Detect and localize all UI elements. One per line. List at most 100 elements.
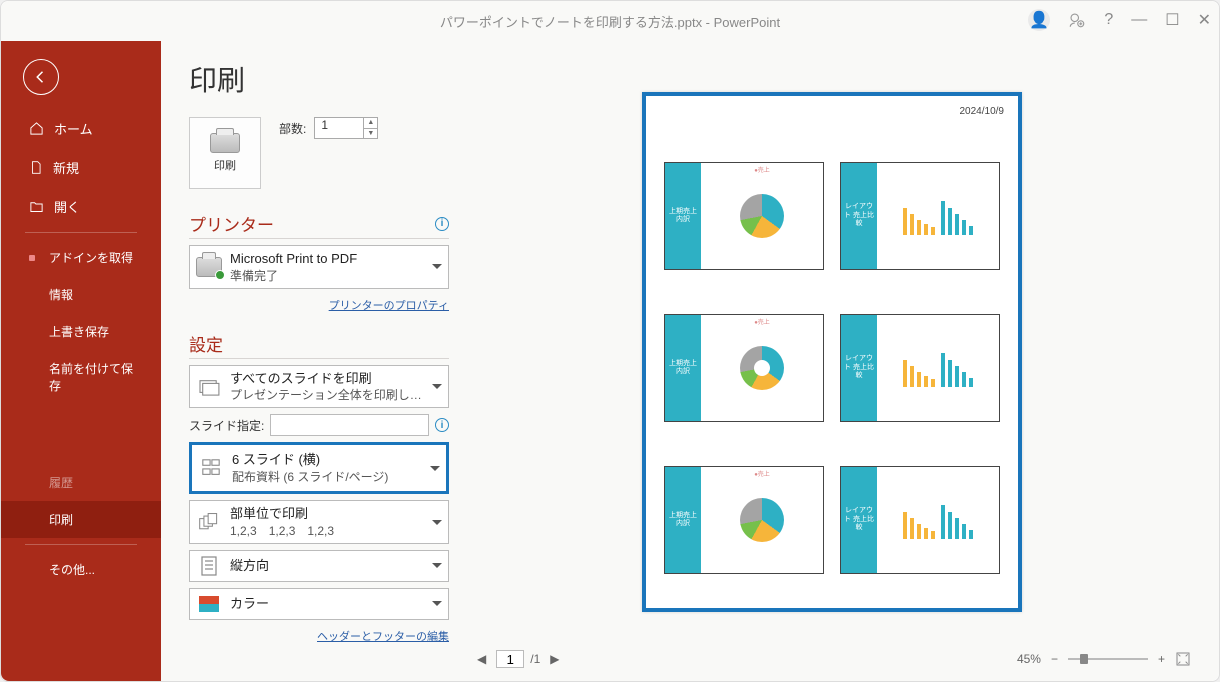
sidebar-open-label: 開く	[54, 197, 80, 216]
sidebar-item-new[interactable]: 新規	[1, 148, 161, 187]
printer-status: 準備完了	[230, 268, 424, 284]
sidebar-history-label: 履歴	[49, 474, 73, 491]
app-window: パワーポイントでノートを印刷する方法.pptx - PowerPoint 👤 ?…	[0, 0, 1220, 682]
chevron-down-icon	[432, 520, 442, 525]
orientation-dropdown[interactable]: 縦方向	[189, 550, 449, 582]
main-area: 印刷 印刷 部数: 1 ▲ ▼	[161, 41, 1219, 681]
zoom-out-button[interactable]: −	[1051, 652, 1058, 666]
sidebar-item-save[interactable]: 上書き保存	[1, 313, 161, 350]
print-action-row: 印刷 部数: 1 ▲ ▼	[189, 117, 449, 189]
slide-range-label: スライド指定:	[189, 417, 264, 434]
sidebar-save-label: 上書き保存	[49, 323, 109, 340]
window-title: パワーポイントでノートを印刷する方法.pptx - PowerPoint	[440, 12, 780, 31]
portrait-icon	[196, 555, 222, 577]
slide-thumb-5: 上期売上 内訳 ●売上	[664, 466, 824, 574]
open-icon	[29, 199, 44, 214]
new-icon	[29, 160, 43, 175]
sidebar-item-addin[interactable]: アドインを取得	[1, 239, 161, 276]
sidebar-item-other[interactable]: その他...	[1, 551, 161, 588]
copies-label: 部数:	[279, 120, 306, 137]
printer-section-header: プリンター i	[189, 211, 449, 239]
print-button-label: 印刷	[214, 157, 236, 173]
settings-section-header: 設定	[189, 331, 449, 359]
printer-properties-row: プリンターのプロパティ	[189, 297, 449, 313]
share-icon[interactable]	[1068, 11, 1086, 29]
collate-dropdown[interactable]: 部単位で印刷 1,2,3 1,2,3 1,2,3	[189, 500, 449, 544]
print-range-line1: すべてのスライドを印刷	[230, 370, 424, 388]
chevron-down-icon	[430, 466, 440, 471]
print-range-dropdown[interactable]: すべてのスライドを印刷 プレゼンテーション全体を印刷し…	[189, 365, 449, 409]
zoom-percent: 45%	[1017, 652, 1041, 666]
copies-input[interactable]: 1 ▲ ▼	[314, 117, 378, 139]
sidebar-item-history[interactable]: 履歴	[1, 464, 161, 501]
sidebar-item-info[interactable]: 情報	[1, 276, 161, 313]
close-button[interactable]: ✕	[1198, 10, 1211, 30]
settings-header-text: 設定	[189, 331, 223, 356]
copies-row: 部数: 1 ▲ ▼	[279, 117, 378, 139]
print-button[interactable]: 印刷	[189, 117, 261, 189]
printer-properties-link[interactable]: プリンターのプロパティ	[329, 300, 449, 312]
chevron-down-icon	[432, 384, 442, 389]
help-icon[interactable]: ?	[1104, 11, 1113, 29]
thumb-side-label: レイアウト 売上比較	[841, 315, 877, 421]
printer-header-text: プリンター	[189, 211, 274, 236]
fit-page-button[interactable]	[1175, 651, 1191, 667]
color-icon	[196, 593, 222, 615]
header-footer-link[interactable]: ヘッダーとフッターの編集	[317, 631, 449, 643]
orientation-value: 縦方向	[230, 557, 424, 575]
spin-down-button[interactable]: ▼	[364, 129, 377, 139]
sidebar-other-label: その他...	[49, 561, 95, 578]
layout-dropdown[interactable]: 6 スライド (横) 配布資料 (6 スライド/ページ)	[189, 442, 449, 494]
collate-icon	[196, 511, 222, 533]
bar-chart-icon	[941, 349, 973, 387]
bar-chart-icon	[941, 501, 973, 539]
sidebar-print-label: 印刷	[49, 511, 73, 528]
print-range-line2: プレゼンテーション全体を印刷し…	[230, 387, 424, 403]
bar-chart-icon	[903, 197, 935, 235]
layout-line2: 配布資料 (6 スライド/ページ)	[232, 469, 422, 485]
thumb-side-label: レイアウト 売上比較	[841, 163, 877, 269]
slide-range-info-icon[interactable]: i	[435, 418, 449, 432]
title-bar: パワーポイントでノートを印刷する方法.pptx - PowerPoint 👤 ?…	[1, 1, 1219, 41]
minimize-button[interactable]: ―	[1131, 11, 1147, 29]
slide-thumb-4: レイアウト 売上比較	[840, 314, 1000, 422]
zoom-controls: 45% − +	[1017, 651, 1191, 667]
spin-up-button[interactable]: ▲	[364, 118, 377, 129]
addin-bullet-icon	[29, 255, 35, 261]
preview-date: 2024/10/9	[960, 106, 1005, 117]
slide-thumb-1: 上期売上 内訳 ●売上	[664, 162, 824, 270]
thumb-side-label: 上期売上 内訳	[665, 315, 701, 421]
printer-name: Microsoft Print to PDF	[230, 250, 424, 268]
preview-footer: ◀ /1 ▶ 45% − +	[469, 645, 1195, 673]
printer-icon	[210, 133, 240, 153]
page-number-input[interactable]	[496, 650, 524, 668]
color-dropdown[interactable]: カラー	[189, 588, 449, 620]
account-icon[interactable]: 👤	[1028, 9, 1050, 31]
sidebar-addin-label: アドインを取得	[49, 249, 133, 266]
layout-line1: 6 スライド (横)	[232, 451, 422, 469]
total-pages: /1	[530, 652, 540, 666]
sidebar-item-print[interactable]: 印刷	[1, 501, 161, 538]
preview-area: 2024/10/9 上期売上 内訳 ●売上 レイアウト 売上比較	[469, 59, 1195, 645]
slide-range-row: スライド指定: i	[189, 414, 449, 436]
bar-chart-icon	[941, 197, 973, 235]
maximize-button[interactable]: ☐	[1165, 10, 1179, 30]
printer-info-icon[interactable]: i	[435, 217, 449, 231]
zoom-slider[interactable]	[1068, 658, 1148, 660]
sidebar-item-open[interactable]: 開く	[1, 187, 161, 226]
preview-column: 2024/10/9 上期売上 内訳 ●売上 レイアウト 売上比較	[461, 41, 1219, 681]
sidebar-separator-2	[25, 544, 137, 545]
sidebar-new-label: 新規	[53, 158, 79, 177]
prev-page-button[interactable]: ◀	[473, 652, 490, 666]
back-button[interactable]	[23, 59, 59, 95]
zoom-in-button[interactable]: +	[1158, 652, 1165, 666]
color-value: カラー	[230, 595, 424, 613]
pie-chart-icon	[740, 498, 784, 542]
thumb-side-label: 上期売上 内訳	[665, 163, 701, 269]
sidebar-item-home[interactable]: ホーム	[1, 109, 161, 148]
next-page-button[interactable]: ▶	[546, 652, 563, 666]
sidebar-item-saveas[interactable]: 名前を付けて保存	[1, 350, 161, 404]
slide-range-input[interactable]	[270, 414, 429, 436]
printer-dropdown[interactable]: Microsoft Print to PDF 準備完了	[189, 245, 449, 289]
sidebar-separator-1	[25, 232, 137, 233]
